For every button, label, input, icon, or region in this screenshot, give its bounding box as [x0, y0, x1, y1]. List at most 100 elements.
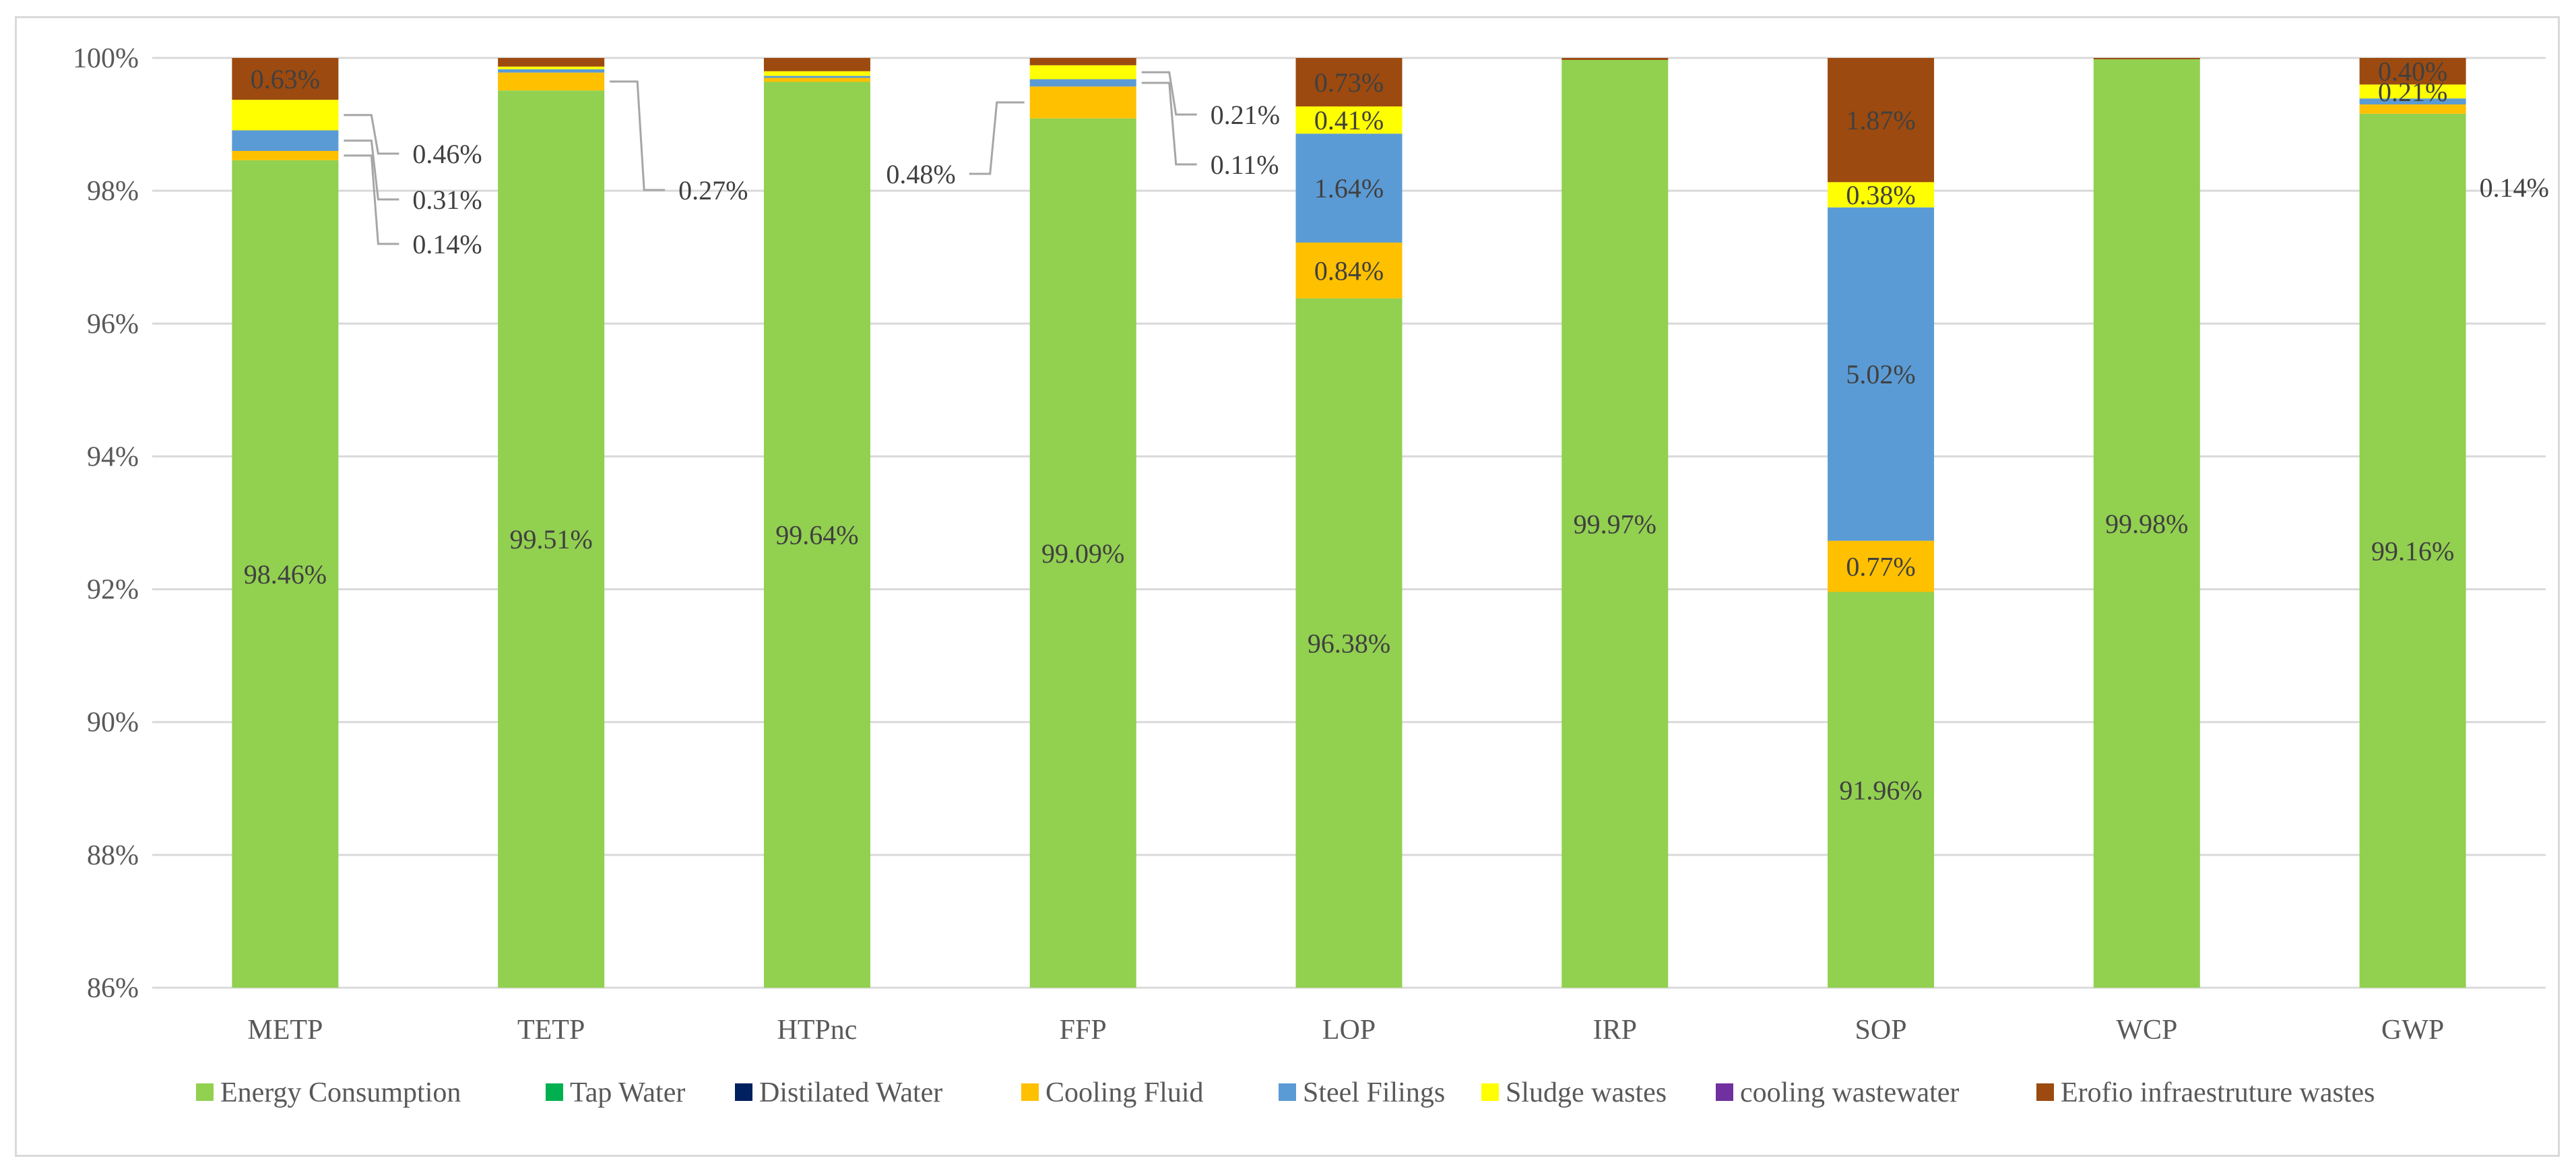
bar-segment	[1295, 133, 1403, 243]
data-label: 0.27%	[678, 175, 748, 205]
leader-line	[969, 101, 1025, 175]
data-label: 99.97%	[1574, 509, 1656, 539]
x-tick-label: FFP	[1060, 1015, 1107, 1046]
data-label: 0.48%	[886, 159, 955, 189]
data-label: 0.31%	[412, 185, 482, 215]
x-tick-label: WCP	[2116, 1015, 2177, 1046]
data-label: 1.64%	[1314, 173, 1384, 203]
legend-swatch	[196, 1083, 214, 1101]
bar-segment	[763, 77, 870, 82]
data-label: 98.46%	[244, 559, 327, 590]
data-label: 0.14%	[412, 229, 482, 259]
y-tick-label: 96%	[87, 309, 139, 340]
bar-segment	[1029, 86, 1136, 119]
bar-segment	[763, 58, 870, 71]
bar-segment	[763, 82, 870, 988]
bar-segment	[2359, 104, 2466, 114]
bar-segment	[2359, 113, 2466, 988]
x-tick-label: HTPnc	[777, 1015, 857, 1046]
data-label: 99.16%	[2371, 536, 2454, 566]
y-tick-label: 92%	[87, 575, 139, 606]
y-tick-label: 100%	[73, 43, 139, 74]
leader-line	[1141, 82, 1197, 166]
bar-segment	[2359, 58, 2466, 85]
bar-segment	[498, 72, 605, 91]
bar-segment	[2359, 98, 2466, 104]
data-label: 0.73%	[1314, 67, 1384, 98]
bar-segment	[1029, 58, 1136, 65]
bar-segment	[1295, 298, 1403, 988]
bar-segment	[1828, 182, 1935, 208]
bar-segment	[232, 151, 339, 160]
data-label: 96.38%	[1308, 628, 1390, 658]
bar-segment	[1029, 65, 1136, 80]
y-tick-label: 86%	[87, 973, 139, 1004]
data-label: 1.87%	[1846, 105, 1915, 135]
legend-label: Cooling Fluid	[1045, 1077, 1204, 1108]
leader-line	[344, 114, 399, 155]
y-tick-label: 90%	[87, 707, 139, 738]
bar-segment	[232, 58, 339, 100]
data-label: 0.84%	[1314, 255, 1384, 286]
legend-label: Energy Consumption	[220, 1077, 461, 1108]
data-labels: 98.46% 0.63% 0.46% 0.31% 0.14% 99.51% 0.27% 99.…	[244, 57, 2549, 806]
bar-segment	[498, 69, 605, 73]
y-axis-ticks: 86% 88% 90% 92% 94% 96% 98% 100%	[73, 43, 139, 1004]
data-label: 91.96%	[1839, 775, 1922, 805]
bar-segment	[498, 90, 605, 988]
legend-label: cooling wastewater	[1740, 1077, 1959, 1108]
data-label: 0.21%	[1211, 100, 1280, 130]
data-label: 99.51%	[510, 524, 593, 554]
data-label: 0.38%	[1846, 180, 1915, 210]
bar-segment	[1295, 106, 1403, 134]
data-label: 99.64%	[775, 520, 858, 550]
legend-label: Sludge wastes	[1506, 1077, 1667, 1108]
data-label: 99.98%	[2105, 509, 2188, 539]
legend-swatch	[1279, 1083, 1296, 1101]
bar-segment	[1295, 58, 1403, 106]
bar-segment	[1029, 118, 1136, 988]
leader-line	[344, 139, 399, 201]
legend-label: Steel Filings	[1303, 1077, 1445, 1108]
chart-frame: 86% 88% 90% 92% 94% 96% 98% 100% METP TETP HTPnc F…	[15, 16, 2560, 1157]
bar-segment	[232, 160, 339, 988]
data-label: 0.41%	[1314, 105, 1384, 135]
legend-label: Tap Water	[570, 1077, 685, 1108]
data-label: 0.63%	[251, 64, 320, 94]
legend-swatch	[1716, 1083, 1733, 1101]
legend-label: Distilated Water	[759, 1077, 942, 1108]
bar-segment	[1828, 58, 1935, 183]
x-axis-ticks: METP TETP HTPnc FFP LOP IRP SOP WCP GWP	[247, 1015, 2444, 1046]
x-tick-label: METP	[247, 1015, 323, 1046]
legend-swatch	[2036, 1083, 2054, 1101]
legend-swatch	[735, 1083, 752, 1101]
bar-segment	[2093, 59, 2200, 988]
x-tick-label: GWP	[2381, 1015, 2444, 1046]
bar-segment	[763, 75, 870, 78]
legend-label: Erofio infraestruture wastes	[2061, 1077, 2375, 1108]
bar-segment	[498, 66, 605, 69]
bar-segment	[763, 71, 870, 76]
bar-segment	[1029, 79, 1136, 87]
bar-segment	[2359, 84, 2466, 99]
data-label: 99.09%	[1041, 538, 1124, 569]
data-label: 5.02%	[1846, 359, 1915, 389]
bar-segment	[1561, 59, 1669, 988]
legend-swatch	[1481, 1083, 1499, 1101]
leader-line	[344, 154, 399, 245]
y-tick-label: 88%	[87, 840, 139, 871]
bar-segment	[232, 100, 339, 131]
data-label: 0.40%	[2378, 57, 2447, 87]
bar-segment	[232, 130, 339, 151]
data-label: 0.11%	[1211, 150, 1279, 180]
bar-segment	[498, 58, 605, 67]
leader-line	[1141, 71, 1197, 116]
bar-segment	[1828, 540, 1935, 592]
y-tick-label: 98%	[87, 176, 139, 207]
x-tick-label: IRP	[1593, 1015, 1637, 1046]
bars	[232, 58, 2466, 988]
x-tick-label: LOP	[1322, 1015, 1376, 1046]
data-label: 0.46%	[412, 139, 482, 169]
x-tick-label: TETP	[517, 1015, 585, 1046]
bar-segment	[2093, 58, 2200, 59]
